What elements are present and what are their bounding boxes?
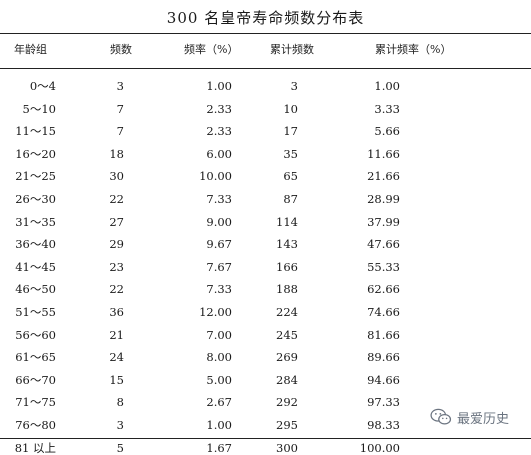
row-rate: 8.00 (206, 350, 232, 364)
row-cumulative-rate: 28.99 (367, 192, 400, 206)
watermark-text: 最爱历史 (457, 411, 510, 427)
row-age: 56～60 (15, 328, 56, 342)
row-cumulative: 269 (276, 350, 298, 364)
row-cumulative: 114 (276, 215, 298, 229)
watermark: 最爱历史 (430, 407, 509, 427)
row-frequency: 30 (109, 169, 124, 183)
row-age: 5～10 (22, 102, 56, 116)
row-rate: 1.00 (206, 418, 232, 432)
row-cumulative-rate: 21.66 (367, 169, 400, 183)
row-age: 26～30 (15, 192, 56, 206)
row-cumulative-rate: 98.33 (367, 418, 400, 432)
row-cumulative: 292 (276, 395, 298, 409)
row-cumulative-rate: 37.99 (367, 215, 400, 229)
row-cumulative: 300 (276, 441, 298, 455)
row-cumulative-rate: 81.66 (367, 328, 400, 342)
row-cumulative: 10 (283, 102, 298, 116)
row-frequency: 5 (116, 441, 124, 455)
row-age: 16～20 (15, 147, 56, 161)
row-frequency: 21 (109, 328, 124, 342)
row-cumulative-rate: 3.33 (374, 102, 400, 116)
row-cumulative-rate: 55.33 (367, 260, 400, 274)
row-rate: 2.33 (206, 124, 232, 138)
row-rate: 6.00 (206, 147, 232, 161)
wechat-icon (430, 408, 452, 425)
row-cumulative: 188 (276, 282, 298, 296)
row-rate: 7.00 (206, 328, 232, 342)
top-rule (0, 33, 531, 35)
row-rate: 1.00 (206, 79, 232, 93)
header-cumulative: 累计频数 (270, 43, 314, 56)
row-cumulative-rate: 11.66 (367, 147, 400, 161)
page: 300 名皇帝寿命频数分布表 年龄组 频数 频率（%） 累计频数 累计频率（%）… (0, 9, 531, 455)
row-rate: 9.00 (206, 215, 232, 229)
row-age: 0～4 (29, 79, 56, 93)
row-frequency: 22 (109, 192, 124, 206)
row-frequency: 27 (109, 215, 124, 229)
row-frequency: 3 (116, 418, 124, 432)
row-frequency: 3 (116, 79, 124, 93)
row-age: 71～75 (15, 395, 56, 409)
row-rate: 1.67 (206, 441, 232, 455)
row-rate: 7.33 (206, 192, 232, 206)
row-frequency: 22 (109, 282, 124, 296)
row-frequency: 7 (116, 124, 124, 138)
row-rate: 5.00 (206, 373, 232, 387)
row-age: 61～65 (15, 350, 56, 364)
row-age: 11～15 (15, 124, 56, 138)
row-frequency: 8 (116, 395, 124, 409)
row-cumulative-rate: 94.66 (367, 373, 400, 387)
table-title: 300 名皇帝寿命频数分布表 (166, 9, 365, 27)
row-cumulative: 295 (276, 418, 298, 432)
row-cumulative: 87 (283, 192, 298, 206)
row-cumulative-rate: 100.00 (359, 441, 400, 455)
row-cumulative: 143 (276, 237, 298, 251)
row-rate: 10.00 (199, 169, 232, 183)
row-cumulative: 166 (276, 260, 298, 274)
row-rate: 12.00 (199, 305, 232, 319)
header-frequency: 频数 (110, 43, 132, 56)
row-cumulative: 3 (290, 79, 298, 93)
row-rate: 7.33 (206, 282, 232, 296)
row-frequency: 18 (109, 147, 124, 161)
row-cumulative-rate: 47.66 (367, 237, 400, 251)
row-rate: 9.67 (206, 237, 232, 251)
row-cumulative: 284 (276, 373, 298, 387)
row-frequency: 36 (109, 305, 124, 319)
bottom-rule (0, 438, 531, 440)
row-age: 66～70 (15, 373, 56, 387)
row-cumulative: 35 (283, 147, 298, 161)
header-age-group: 年龄组 (14, 43, 47, 56)
row-age: 21～25 (15, 169, 56, 183)
row-age: 51～55 (15, 305, 56, 319)
row-cumulative-rate: 1.00 (374, 79, 400, 93)
row-age: 81 以上 (14, 441, 56, 455)
row-cumulative: 224 (276, 305, 298, 319)
row-rate: 2.33 (206, 102, 232, 116)
row-cumulative: 245 (276, 328, 298, 342)
row-rate: 7.67 (206, 260, 232, 274)
row-cumulative: 17 (283, 124, 298, 138)
row-frequency: 7 (116, 102, 124, 116)
row-age: 31～35 (15, 215, 56, 229)
row-frequency: 15 (109, 373, 124, 387)
row-age: 36～40 (15, 237, 56, 251)
row-age: 46～50 (15, 282, 56, 296)
row-frequency: 29 (109, 237, 124, 251)
row-cumulative-rate: 62.66 (367, 282, 400, 296)
row-rate: 2.67 (206, 395, 232, 409)
row-cumulative-rate: 5.66 (374, 124, 400, 138)
row-cumulative-rate: 97.33 (367, 395, 400, 409)
row-age: 41～45 (15, 260, 56, 274)
header-rule (0, 68, 531, 69)
row-cumulative: 65 (283, 169, 298, 183)
row-cumulative-rate: 74.66 (367, 305, 400, 319)
row-frequency: 24 (109, 350, 124, 364)
row-frequency: 23 (109, 260, 124, 274)
header-rate: 频率（%） (184, 43, 239, 56)
header-cumulative-rate: 累计频率（%） (375, 43, 452, 56)
row-cumulative-rate: 89.66 (367, 350, 400, 364)
row-age: 76～80 (15, 418, 56, 432)
